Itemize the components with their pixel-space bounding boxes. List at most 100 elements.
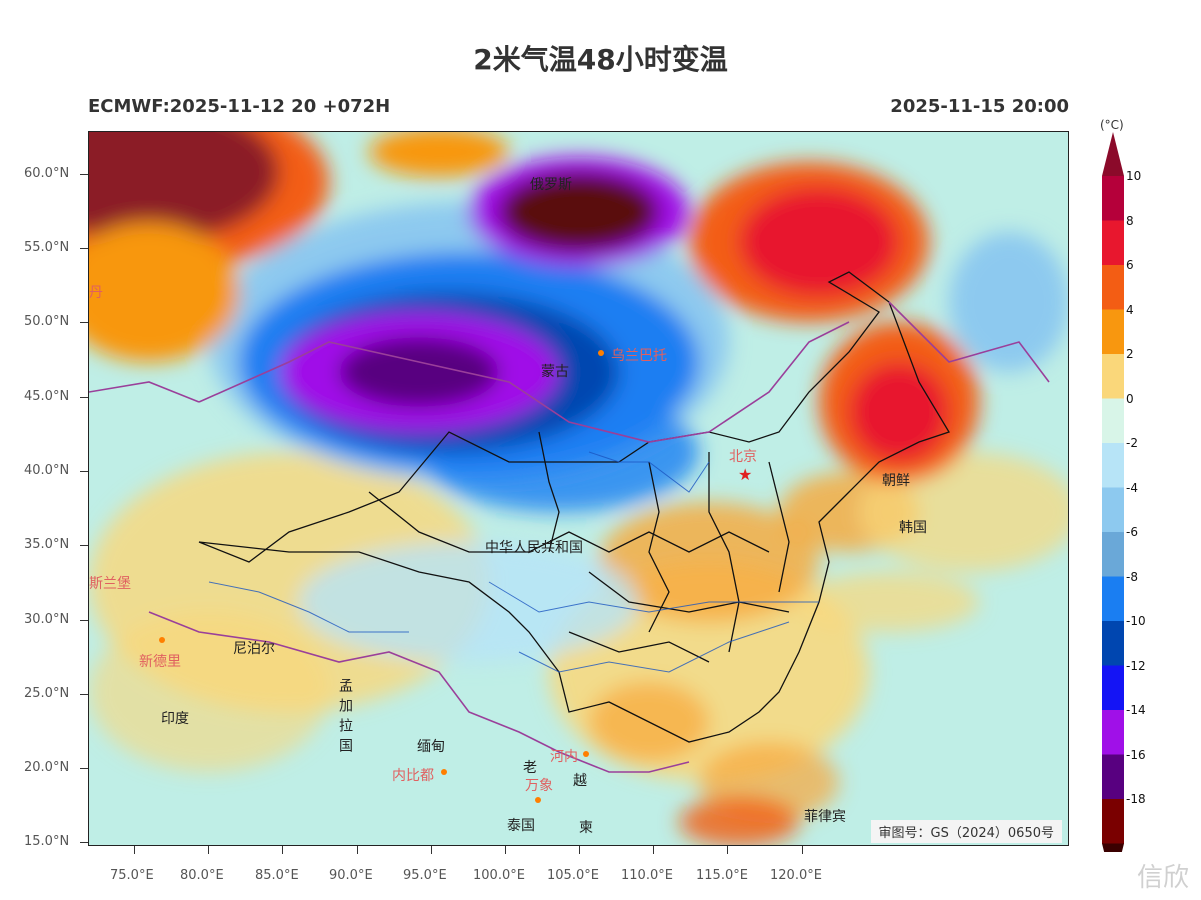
label-south-korea: 韩国 [899,520,927,536]
lon-label: 85.0°E [255,868,299,883]
colorbar-segment [1102,443,1124,488]
lat-tick [80,248,88,249]
country-borders [89,301,1050,773]
lon-tick [802,846,803,854]
temperature-change-map: 俄罗斯 蒙古 乌兰巴托 中华人民共和国 北京 ★ 朝鲜 韩国 尼泊尔 新德里 印… [88,131,1069,846]
colorbar-segment [1102,309,1124,355]
ulaanbaatar-marker [598,350,604,356]
label-mongolia: 蒙古 [541,364,569,380]
lon-label: 100.0°E [473,868,525,883]
colorbar-top-arrow [1102,132,1124,176]
colorbar-segment [1102,576,1124,622]
lat-label: 25.0°N [24,686,70,701]
lon-tick [653,846,654,854]
lon-tick [282,846,283,854]
colorbar [1102,132,1124,852]
colorbar-tick-label: -6 [1126,525,1138,539]
colorbar-unit: (°C) [1100,118,1124,132]
lat-tick [80,842,88,843]
colorbar-segment [1102,487,1124,533]
lon-label: 120.0°E [770,868,822,883]
label-ulaanbaatar: 乌兰巴托 [611,348,667,364]
new-delhi-marker [159,637,165,643]
colorbar-segment [1102,621,1124,666]
lon-label: 80.0°E [180,868,224,883]
lat-tick [80,471,88,472]
lat-tick [80,174,88,175]
lon-tick [579,846,580,854]
colorbar-segment [1102,398,1124,444]
colorbar-tick-label: -18 [1126,792,1146,806]
label-myanmar: 缅甸 [417,739,445,755]
label-bangladesh: 孟加拉国 [337,678,353,758]
lat-tick [80,397,88,398]
lat-tick [80,322,88,323]
lat-label: 45.0°N [24,389,70,404]
map-approval-number: 审图号：GS（2024）0650号 [870,820,1062,843]
label-india: 印度 [161,711,189,727]
lat-label: 55.0°N [24,240,70,255]
hanoi-marker [583,751,589,757]
lon-label: 115.0°E [696,868,748,883]
colorbar-bottom-arrow [1102,843,1124,852]
colorbar-tick-label: 2 [1126,347,1134,361]
lon-label: 110.0°E [621,868,673,883]
colorbar-segment [1102,265,1124,310]
naypyidaw-marker [441,769,447,775]
lat-label: 50.0°N [24,314,70,329]
colorbar-segment [1102,665,1124,711]
colorbar-tick-label: 4 [1126,302,1134,317]
lat-tick [80,545,88,546]
colorbar-segment [1102,754,1124,800]
vientiane-marker [535,797,541,803]
valid-time-label: 2025-11-15 20:00 [890,96,1069,117]
label-new-delhi: 新德里 [139,654,181,670]
lat-tick [80,620,88,621]
label-islamabad: 斯兰堡 [89,576,131,592]
lat-label: 20.0°N [24,760,70,775]
label-vietnam: 越 [573,773,587,789]
colorbar-tick-label: -10 [1126,614,1146,628]
label-vientiane: 万象 [525,778,553,794]
label-china: 中华人民共和国 [485,540,583,556]
colorbar-segment [1102,220,1124,266]
label-nepal: 尼泊尔 [233,641,275,657]
colorbar-tick-label: 0 [1126,391,1134,406]
colorbar-segment [1102,176,1124,221]
lon-tick [505,846,506,854]
lat-tick [80,768,88,769]
colorbar-segment [1102,354,1124,399]
watermark: 信欣 [1136,863,1189,893]
label-russia: 俄罗斯 [530,177,572,193]
colorbar-tick-label: -12 [1126,658,1146,673]
label-edge-cn: 丹 [89,285,103,301]
lat-label: 35.0°N [24,537,70,552]
lat-label: 60.0°N [24,166,70,181]
colorbar-tick-label: -4 [1126,480,1138,495]
lat-tick [80,694,88,695]
colorbar-tick-label: -2 [1126,436,1138,450]
map-field [89,132,1068,845]
lat-label: 15.0°N [24,834,70,849]
colorbar-segment [1102,532,1124,577]
colorbar-segment [1102,710,1124,755]
lon-label: 75.0°E [110,868,154,883]
label-north-korea: 朝鲜 [882,473,910,489]
lat-label: 40.0°N [24,463,70,478]
colorbar-tick-label: -14 [1126,703,1146,717]
lon-label: 105.0°E [547,868,599,883]
rivers [208,451,819,673]
model-run-label: ECMWF:2025-11-12 20 +072H [88,96,391,117]
colorbar-tick-label: 6 [1126,258,1134,272]
label-cambodia: 柬 [579,820,593,836]
chart-title: 2米气温48小时变温 [473,43,728,76]
label-beijing: 北京 [729,449,757,465]
label-philippines: 菲律宾 [804,809,846,825]
colorbar-tick-label: 10 [1126,169,1142,183]
beijing-star-icon: ★ [738,465,753,484]
lon-tick [357,846,358,854]
label-thailand: 泰国 [507,818,535,834]
lat-label: 30.0°N [24,612,70,627]
colorbar-tick-label: -8 [1126,569,1138,584]
lon-tick [134,846,135,854]
